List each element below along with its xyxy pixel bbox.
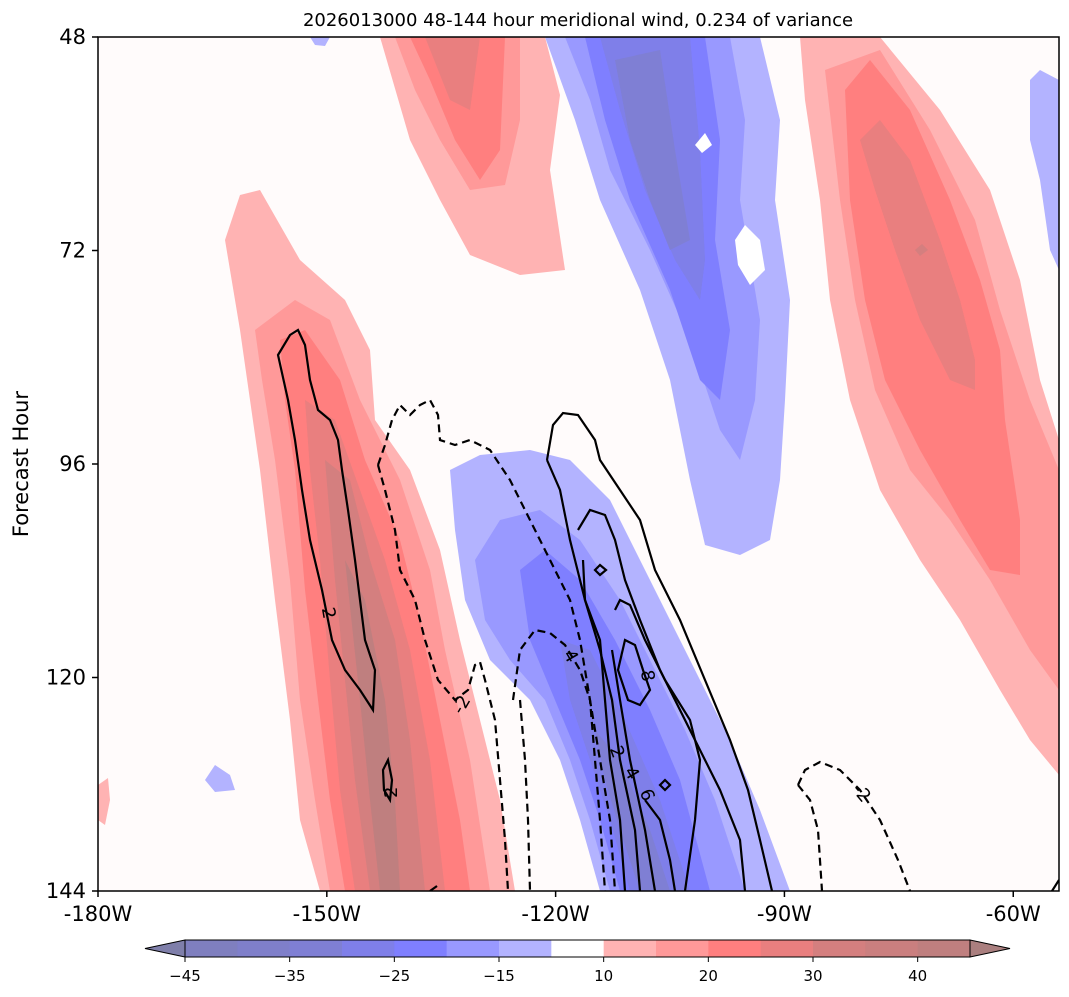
contour-label: 2 bbox=[317, 606, 340, 621]
dashed-line-c bbox=[511, 628, 617, 891]
colorbar-tick-label: −15 bbox=[483, 967, 515, 985]
colorbar-segment bbox=[185, 940, 238, 957]
contour-line-left bbox=[276, 328, 377, 714]
colorbar-segment bbox=[446, 940, 500, 957]
x-tick-label: -90W bbox=[757, 902, 812, 926]
positive-blob-left bbox=[98, 778, 110, 825]
colorbar-tick-label: −45 bbox=[169, 967, 201, 985]
negative-band-a-5 bbox=[615, 50, 690, 250]
contour-line-tiny-2 bbox=[658, 778, 672, 792]
negative-blob-3 bbox=[1030, 70, 1059, 270]
colorbar: −45 −35 −25 −15 10 20 30 40 bbox=[144, 939, 1011, 985]
colorbar-segment bbox=[708, 940, 762, 957]
y-tick-label: 48 bbox=[59, 25, 86, 49]
contour-label: 2 bbox=[381, 787, 402, 798]
y-tick-label: 72 bbox=[59, 239, 86, 263]
contour-label: 8 bbox=[636, 668, 659, 683]
colorbar-segment bbox=[289, 940, 343, 957]
colorbar-segment bbox=[551, 940, 605, 957]
negative-blob-2 bbox=[310, 37, 330, 46]
dashed-line-right-2 bbox=[797, 784, 824, 891]
x-tick-label: -150W bbox=[293, 902, 362, 926]
y-axis-label: Forecast Hour bbox=[9, 391, 33, 537]
x-tick-label: -180W bbox=[64, 902, 133, 926]
colorbar-segment bbox=[865, 940, 919, 957]
colorbar-segment bbox=[237, 940, 291, 957]
contour-line-bottom bbox=[429, 885, 438, 891]
x-tick-label: -120W bbox=[521, 902, 590, 926]
negative-blob-1 bbox=[205, 765, 235, 792]
colorbar-segment bbox=[342, 940, 395, 957]
contour-fill-field: 2 -2 4 8 2 4 6 2 -2 bbox=[98, 37, 1059, 891]
contour-line-inner-6 bbox=[644, 799, 677, 891]
contour-line-mid-3 bbox=[577, 508, 747, 891]
dashed-contours bbox=[376, 398, 912, 891]
colorbar-extend-over bbox=[969, 939, 1011, 958]
contour-line-eight bbox=[616, 638, 652, 707]
colorbar-tick-label: −35 bbox=[274, 967, 306, 985]
contour-line-tiny-1 bbox=[593, 563, 608, 577]
positive-band-b-6 bbox=[345, 560, 400, 891]
white-hole-1 bbox=[695, 133, 712, 153]
colorbar-segment bbox=[813, 940, 866, 957]
dashed-line-a bbox=[376, 398, 607, 891]
x-axis: -180W -150W -120W -90W -60W bbox=[64, 891, 1041, 926]
colorbar-frame bbox=[184, 939, 971, 958]
white-hole-2 bbox=[735, 225, 765, 285]
solid-contours bbox=[276, 328, 1059, 891]
colorbar-tick-label: 20 bbox=[699, 967, 718, 985]
y-tick-label: 120 bbox=[46, 666, 86, 690]
x-tick-label: -60W bbox=[986, 902, 1041, 926]
positive-band-a-inner bbox=[410, 37, 505, 180]
colorbar-extend-under bbox=[144, 939, 186, 958]
positive-peak-dot bbox=[915, 244, 928, 256]
dashed-line-right bbox=[797, 760, 912, 891]
contour-line-mid-4 bbox=[581, 559, 642, 891]
contour-line-mid-outer bbox=[545, 411, 774, 891]
y-tick-label: 96 bbox=[59, 452, 86, 476]
contour-line-mid-5 bbox=[614, 598, 702, 891]
positive-band-a-peak bbox=[425, 37, 480, 110]
negative-band-b-4 bbox=[560, 640, 690, 891]
negative-band-b-5 bbox=[595, 730, 670, 891]
colorbar-tick-label: 40 bbox=[908, 967, 927, 985]
colorbar-segment bbox=[603, 940, 657, 957]
colorbar-segment bbox=[499, 940, 552, 957]
contour-line-mid-2 bbox=[545, 459, 627, 891]
chart-title: 2026013000 48-144 hour meridional wind, … bbox=[303, 10, 853, 31]
contour-line-small bbox=[381, 756, 394, 804]
contour-line-mid-6 bbox=[610, 649, 657, 891]
y-axis: 48 72 96 120 144 bbox=[46, 25, 98, 903]
positive-band-c-4 bbox=[860, 120, 975, 390]
colorbar-tick-label: 30 bbox=[803, 967, 822, 985]
colorbar-segment bbox=[917, 940, 971, 957]
dashed-line-d bbox=[518, 699, 532, 891]
colorbar-segment bbox=[394, 940, 448, 957]
contour-line-edge bbox=[1051, 879, 1059, 891]
colorbar-segment bbox=[760, 940, 814, 957]
y-tick-label: 144 bbox=[46, 879, 86, 903]
colorbar-tick-label: 10 bbox=[594, 967, 613, 985]
colorbar-tick-label: −25 bbox=[379, 967, 411, 985]
colorbar-segment bbox=[656, 940, 709, 957]
